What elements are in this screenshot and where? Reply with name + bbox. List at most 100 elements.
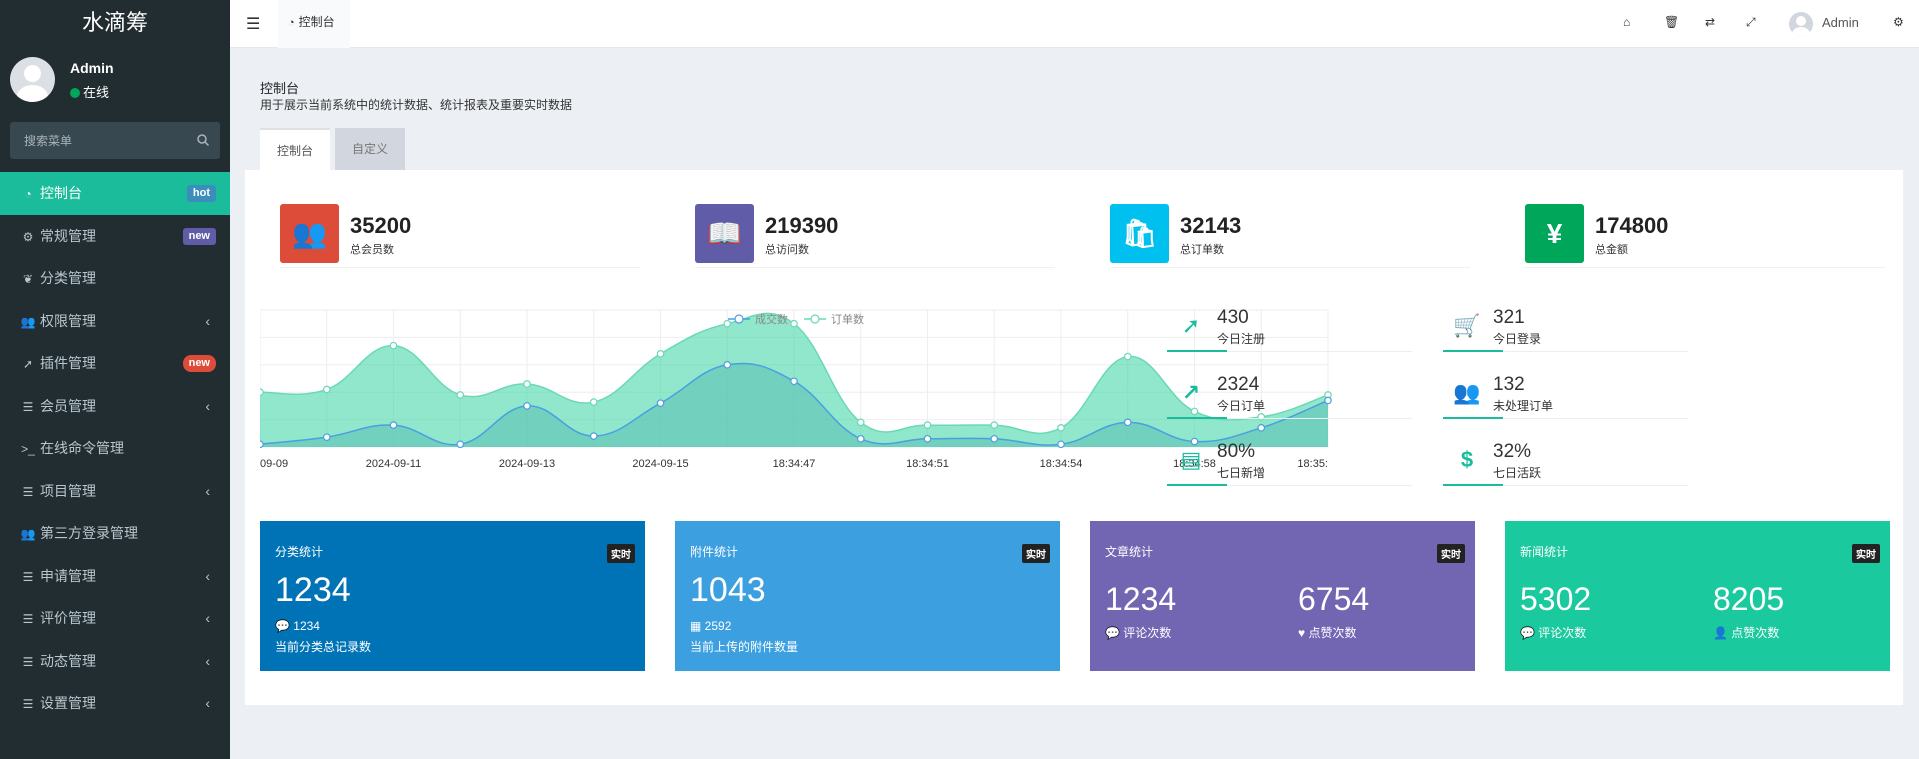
tab-dashboard-view[interactable]: 控制台 [260,128,330,170]
sidebar-item-dynamic[interactable]: ☰ 动态管理 ‹ [0,640,230,683]
stat-value: 80% [1217,441,1256,462]
sidebar-item-label: 插件管理 [40,355,96,371]
info-box-amount: ¥ 174800 总金额 [1525,204,1885,268]
data-point[interactable] [856,418,865,427]
data-point[interactable] [1190,437,1199,446]
line-chart-icon: ↗ [1181,380,1201,405]
chevron-left-icon: ‹ [205,312,210,329]
order-chart: 09-09 2024-09-11 2024-09-13 2024-09-15 18:34… [260,305,1340,485]
data-point[interactable] [456,440,465,449]
chevron-left-icon: ‹ [205,567,210,584]
data-point[interactable] [923,421,932,429]
series-area-1 [260,363,1328,447]
sidebar-item-project[interactable]: ☰ 项目管理 ‹ [0,470,230,513]
data-point[interactable] [260,388,264,396]
legend-label[interactable]: 成交数 [755,312,788,326]
legend-marker[interactable] [734,314,744,324]
sidebar-item-settings[interactable]: ☰ 设置管理 ‹ [0,682,230,725]
data-point[interactable] [322,385,331,394]
card-left-stat: 5302 💬 评论次数 [1520,581,1591,641]
sidebar-item-general[interactable]: ⚙ 常规管理 new [0,215,230,258]
sidebar-item-command[interactable]: >_ 在线命令管理 [0,427,230,470]
sidebar-item-review[interactable]: ☰ 评价管理 ‹ [0,597,230,640]
data-point[interactable] [523,380,531,388]
file-icon: ▦ [690,619,705,633]
card-sub-label: 当前上传的附件数量 [690,640,799,654]
data-point[interactable] [1123,418,1132,427]
data-point[interactable] [723,360,732,369]
sidebar-item-apply[interactable]: ☰ 申请管理 ‹ [0,555,230,598]
stat-label: 今日登录 [1493,332,1542,346]
stat-today-orders: ↗ 2324 今日订单 [1167,369,1412,419]
like-label: 👤 点赞次数 [1713,624,1784,641]
x-tick-label: 2024-09-15 [632,458,688,470]
sidebar-item-category[interactable]: ❦ 分类管理 [0,257,230,300]
admin-label[interactable]: Admin [1822,15,1859,30]
data-point[interactable] [856,434,865,443]
card-left-stat: 1234 💬 评论次数 [1105,581,1176,641]
data-point[interactable] [990,434,999,443]
card-sub-value: 💬 1234 [275,619,320,633]
settings-icon[interactable]: ⚙ [1893,15,1904,29]
list-icon: ☰ [22,569,34,584]
users-icon: 👥 [280,204,339,263]
data-point[interactable] [1257,424,1266,432]
language-icon[interactable]: ⇄ [1705,15,1716,29]
card-value: 1043 [690,571,766,609]
data-point[interactable] [656,399,665,407]
stat-label: 今日注册 [1217,332,1266,346]
sidebar-item-dashboard[interactable]: ◔ 控制台 hot [0,172,230,215]
data-point[interactable] [1324,396,1332,405]
realtime-tag: 实时 [1437,544,1465,563]
data-point[interactable] [790,377,798,386]
avatar[interactable] [1789,12,1813,36]
sidebar-item-third-login[interactable]: 👥 第三方登录管理 [0,512,230,555]
menu-toggle-icon[interactable]: ☰ [246,16,261,33]
data-point[interactable] [790,319,798,328]
legend-marker[interactable] [810,314,820,324]
stat-seven-day-active: $32% 七日活跃 [1443,436,1688,486]
user-status: 在线 [70,82,109,101]
data-point[interactable] [1123,352,1132,361]
tab-dashboard[interactable]: ◔ 控制台 [278,0,350,48]
sidebar-item-member[interactable]: ☰ 会员管理 ‹ [0,385,230,428]
card-title: 附件统计 [690,545,739,559]
data-point[interactable] [1057,424,1065,432]
sidebar-item-auth[interactable]: 👥 权限管理 ‹ [0,300,230,343]
status-text: 在线 [83,85,110,100]
stat-value: 321 [1493,307,1525,328]
comment-icon: 💬 [275,619,294,633]
search-input[interactable] [10,122,185,159]
home-icon[interactable]: ⌂ [1623,15,1631,29]
fullscreen-icon[interactable]: ⤢ [1746,15,1756,29]
app-logo[interactable]: 水滴筹 [0,0,230,45]
data-point[interactable] [589,398,598,406]
search-icon[interactable] [196,133,210,147]
data-point[interactable] [389,341,398,350]
trash-icon[interactable]: 🗑 [1664,15,1680,29]
chevron-left-icon: ‹ [205,652,210,669]
data-point[interactable] [1057,440,1065,449]
data-point[interactable] [589,432,598,440]
legend-label[interactable]: 订单数 [831,313,864,326]
data-point[interactable] [723,319,732,328]
like-count: 8205 [1713,581,1785,617]
comment-label: 💬 评论次数 [1105,624,1176,641]
data-point[interactable] [260,440,264,449]
card-article-stats: 文章统计 实时 1234 💬 评论次数 6754 ♥ 点赞次数 [1090,521,1475,671]
data-point[interactable] [456,391,465,399]
data-point[interactable] [1190,407,1199,416]
data-point[interactable] [322,433,331,441]
data-point[interactable] [990,421,999,429]
card-sub-value: ▦ 2592 [690,619,731,633]
data-point[interactable] [656,350,665,358]
tab-custom[interactable]: 自定义 [335,128,405,170]
stat-today-register: ➚ 430 今日注册 [1167,302,1412,352]
rocket-icon: ➚ [22,357,34,371]
sidebar-item-label: 动态管理 [40,652,96,669]
data-point[interactable] [389,421,398,429]
card-sub-label: 当前分类总记录数 [275,640,372,654]
sidebar-item-addon[interactable]: ➚ 插件管理 new [0,342,230,385]
data-point[interactable] [523,402,531,410]
data-point[interactable] [923,434,932,443]
